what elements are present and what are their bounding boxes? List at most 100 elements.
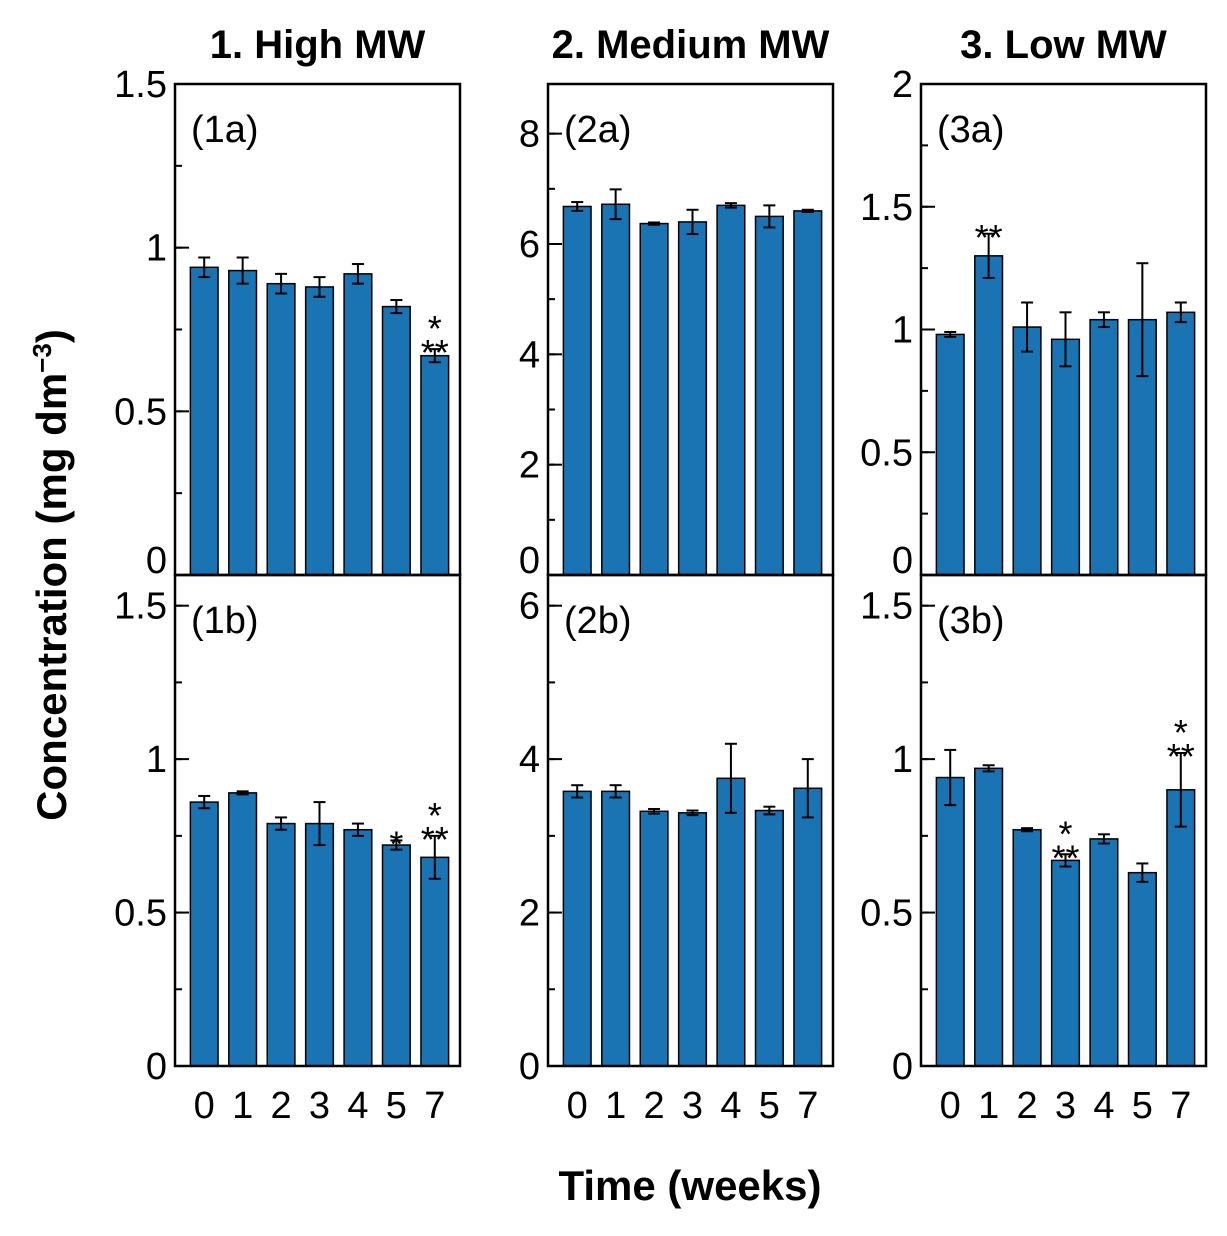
panel-frame — [546, 573, 835, 1068]
bar — [601, 203, 631, 576]
y-tick-label: 1 — [892, 310, 913, 352]
x-tick-label: 5 — [386, 1085, 407, 1127]
bar — [1012, 828, 1042, 1067]
x-tick-label: 5 — [1132, 1085, 1153, 1127]
column-title-2: 2. Medium MW — [552, 23, 830, 67]
y-tick-label: 1 — [146, 739, 167, 781]
bar — [716, 204, 746, 576]
bar — [677, 221, 708, 576]
y-tick-label: 1.5 — [860, 586, 913, 628]
x-tick-label: 0 — [567, 1085, 588, 1127]
x-tick-label: 3 — [682, 1085, 703, 1127]
y-tick-label: 6 — [519, 224, 540, 266]
bar — [381, 305, 411, 576]
y-tick-label: 0.5 — [114, 391, 167, 433]
x-tick-label: 0 — [940, 1085, 961, 1127]
column-title-3: 3. Low MW — [960, 23, 1167, 67]
y-tick-label: 0 — [519, 540, 540, 582]
bar — [189, 801, 219, 1067]
panel-frame — [919, 573, 1208, 1068]
bar — [1050, 338, 1081, 576]
y-tick-label: 0 — [146, 540, 167, 582]
y-tick-label: 0.5 — [860, 893, 913, 935]
panel-label: (2b) — [564, 600, 632, 642]
bar — [974, 767, 1004, 1067]
x-tick-label: 1 — [978, 1085, 999, 1127]
significance-mark: ** — [421, 332, 449, 373]
bar — [1089, 318, 1119, 576]
x-tick-label: 4 — [720, 1085, 741, 1127]
bar — [793, 787, 823, 1067]
x-tick-label: 2 — [271, 1085, 292, 1127]
bar — [562, 205, 592, 576]
x-tick-label: 4 — [1093, 1085, 1114, 1127]
x-tick-label: 0 — [194, 1085, 215, 1127]
bar — [754, 215, 784, 576]
y-tick-label: 0 — [892, 540, 913, 582]
y-tick-label: 4 — [519, 334, 540, 376]
bar — [1012, 326, 1042, 576]
bar — [343, 828, 373, 1067]
y-tick-label: 0.5 — [114, 893, 167, 935]
significance-mark: ** — [975, 217, 1003, 258]
y-tick-label: 0.5 — [860, 432, 913, 474]
panel-3a: 3. Low MW 0 0.5 1 1.5 2 ** (3a) — [860, 23, 1208, 582]
panel-1b: 00.511.50 1 2 3 4 5 7* ***(1b) — [114, 573, 462, 1127]
y-axis-title-sup: −3 — [27, 343, 57, 373]
significance-mark: * — [389, 823, 403, 864]
x-tick-label: 3 — [309, 1085, 330, 1127]
x-tick-label: 2 — [1017, 1085, 1038, 1127]
bar — [381, 844, 411, 1067]
x-tick-label: 3 — [1055, 1085, 1076, 1127]
bar — [677, 812, 708, 1067]
significance-mark: * — [428, 308, 442, 349]
significance-mark: * — [1174, 712, 1188, 753]
panel-label: (1a) — [191, 109, 259, 151]
bar — [562, 790, 592, 1067]
x-tick-label: 2 — [644, 1085, 665, 1127]
bar — [974, 255, 1004, 576]
bar — [793, 210, 823, 576]
significance-mark: * — [1058, 813, 1072, 854]
bar — [343, 273, 373, 576]
panel-label: (2a) — [564, 109, 632, 151]
bar — [1166, 311, 1196, 576]
bar — [1127, 871, 1157, 1067]
x-tick-label: 7 — [424, 1085, 445, 1127]
y-tick-label: 1.5 — [860, 187, 913, 229]
y-axis-title-close: ) — [28, 329, 75, 343]
x-tick-label: 5 — [759, 1085, 780, 1127]
panel-1a: 1. High MW 0 0.5 1 1.5 *** (1a) — [114, 23, 462, 582]
y-tick-label: 8 — [519, 114, 540, 156]
y-tick-label: 6 — [519, 586, 540, 628]
x-tick-label: 7 — [797, 1085, 818, 1127]
y-tick-label: 1.5 — [114, 64, 167, 106]
bar — [228, 269, 258, 576]
y-tick-label: 2 — [892, 64, 913, 106]
y-axis-title-main: Concentration (mg dm — [28, 373, 75, 821]
y-tick-label: 1 — [146, 228, 167, 270]
column-title-1: 1. High MW — [210, 23, 426, 67]
bar — [935, 776, 965, 1067]
bar — [304, 822, 335, 1067]
x-tick-label: 7 — [1170, 1085, 1191, 1127]
significance-mark: ** — [1051, 837, 1079, 878]
panel-2a: 2. Medium MW 0 2 4 6 8 (2a) — [519, 23, 835, 582]
panel-label: (3b) — [937, 600, 1005, 642]
significance-mark: ** — [1167, 736, 1195, 777]
y-tick-label: 2 — [519, 445, 540, 487]
bar — [420, 354, 450, 576]
y-tick-label: 0 — [892, 1046, 913, 1088]
bar — [228, 792, 258, 1067]
significance-mark: * — [428, 795, 442, 836]
y-tick-label: 0 — [146, 1046, 167, 1088]
panel-label: (1b) — [191, 600, 259, 642]
bar — [266, 282, 296, 576]
y-axis-title: Concentration (mg dm−3) — [27, 329, 75, 821]
panel-label: (3a) — [937, 109, 1005, 151]
y-tick-label: 2 — [519, 893, 540, 935]
panel-frame — [173, 573, 462, 1068]
bar — [601, 790, 631, 1067]
bar — [716, 777, 746, 1067]
bar — [1089, 838, 1119, 1067]
